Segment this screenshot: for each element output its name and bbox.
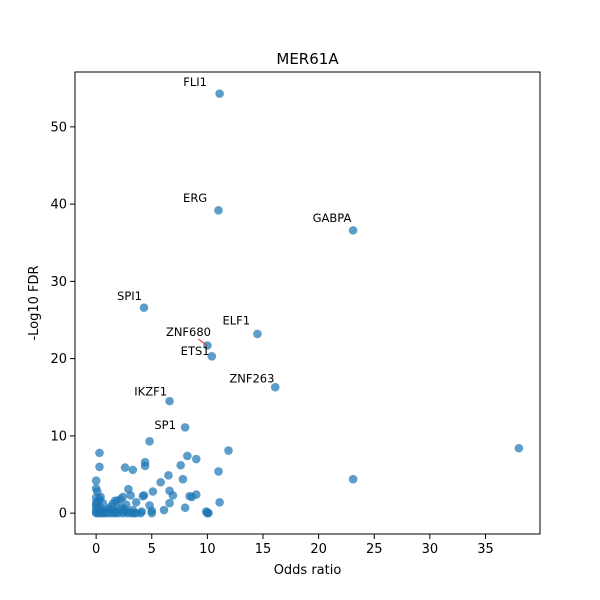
data-point bbox=[191, 490, 201, 499]
data-point bbox=[204, 508, 213, 518]
data-point bbox=[185, 491, 194, 501]
y-tick-label: 30 bbox=[50, 275, 67, 290]
data-point bbox=[120, 504, 130, 514]
y-tick-label: 40 bbox=[50, 198, 67, 213]
point-label: GABPA bbox=[313, 211, 352, 225]
data-point bbox=[214, 205, 223, 215]
data-point bbox=[164, 470, 173, 480]
data-point bbox=[180, 423, 190, 432]
data-point bbox=[165, 498, 174, 508]
data-point bbox=[131, 498, 141, 507]
x-tick-label: 35 bbox=[477, 542, 494, 557]
data-point bbox=[110, 496, 120, 506]
data-point bbox=[126, 491, 135, 500]
data-point bbox=[176, 460, 185, 470]
point-label: ERG bbox=[183, 191, 207, 205]
chart-title: MER61A bbox=[276, 50, 339, 68]
x-tick-label: 15 bbox=[255, 542, 272, 557]
data-point bbox=[253, 329, 262, 339]
data-point bbox=[140, 461, 150, 471]
x-tick-label: 0 bbox=[92, 542, 100, 557]
data-point bbox=[224, 446, 233, 455]
x-tick-label: 20 bbox=[310, 542, 327, 557]
y-axis-label: -Log10 FDR bbox=[27, 265, 42, 340]
data-point bbox=[99, 508, 109, 517]
data-point bbox=[128, 465, 138, 475]
data-point bbox=[180, 503, 190, 513]
data-point bbox=[109, 505, 119, 515]
data-point bbox=[120, 463, 130, 472]
x-tick-label: 10 bbox=[199, 542, 216, 557]
data-point bbox=[148, 487, 158, 496]
data-point bbox=[91, 476, 101, 485]
data-point bbox=[138, 491, 148, 501]
point-label: FLI1 bbox=[183, 75, 207, 89]
data-point bbox=[95, 448, 104, 458]
x-axis-label: Odds ratio bbox=[274, 563, 342, 578]
data-point bbox=[348, 474, 358, 484]
data-point bbox=[191, 454, 201, 464]
data-point bbox=[178, 474, 188, 484]
x-tick-label: 25 bbox=[366, 542, 383, 557]
point-label: SP1 bbox=[154, 418, 176, 432]
x-tick-label: 5 bbox=[148, 542, 156, 557]
data-point bbox=[139, 303, 149, 312]
data-point bbox=[159, 505, 169, 515]
point-label: ELF1 bbox=[222, 314, 250, 328]
y-tick-label: 50 bbox=[50, 120, 67, 135]
data-point bbox=[145, 436, 154, 446]
data-point bbox=[136, 508, 145, 518]
data-point bbox=[165, 396, 174, 406]
data-point bbox=[215, 89, 224, 98]
point-label: ZNF680 bbox=[166, 325, 211, 339]
point-label: ZNF263 bbox=[229, 372, 274, 386]
data-point bbox=[348, 226, 358, 235]
data-point bbox=[95, 462, 104, 472]
y-tick-label: 20 bbox=[50, 352, 67, 367]
y-tick-label: 10 bbox=[50, 429, 67, 444]
y-axis: 0 10 20 30 40 50 bbox=[50, 120, 75, 522]
data-point bbox=[514, 443, 524, 453]
plot-frame bbox=[74, 71, 541, 535]
data-points bbox=[91, 89, 524, 518]
data-point bbox=[168, 491, 178, 500]
data-point bbox=[215, 498, 224, 507]
data-point bbox=[147, 508, 157, 518]
point-annotations: FLI1 ERG GABPA SPI1 ELF1 ZNF680 ETS1 ZNF263 IKZF… bbox=[117, 75, 351, 432]
data-point bbox=[129, 508, 139, 518]
point-label: IKZF1 bbox=[134, 385, 167, 399]
data-point bbox=[207, 352, 217, 361]
data-point bbox=[156, 477, 165, 487]
data-point bbox=[270, 382, 280, 392]
y-tick-label: 0 bbox=[59, 507, 67, 522]
data-point bbox=[91, 498, 101, 508]
annotation-arrow bbox=[198, 338, 208, 346]
point-label: SPI1 bbox=[117, 289, 142, 303]
point-label: ETS1 bbox=[181, 344, 210, 358]
data-point bbox=[214, 467, 223, 476]
data-point bbox=[183, 451, 192, 461]
x-tick-label: 30 bbox=[422, 542, 439, 557]
x-axis: 0 5 10 15 20 25 30 35 bbox=[92, 534, 494, 557]
